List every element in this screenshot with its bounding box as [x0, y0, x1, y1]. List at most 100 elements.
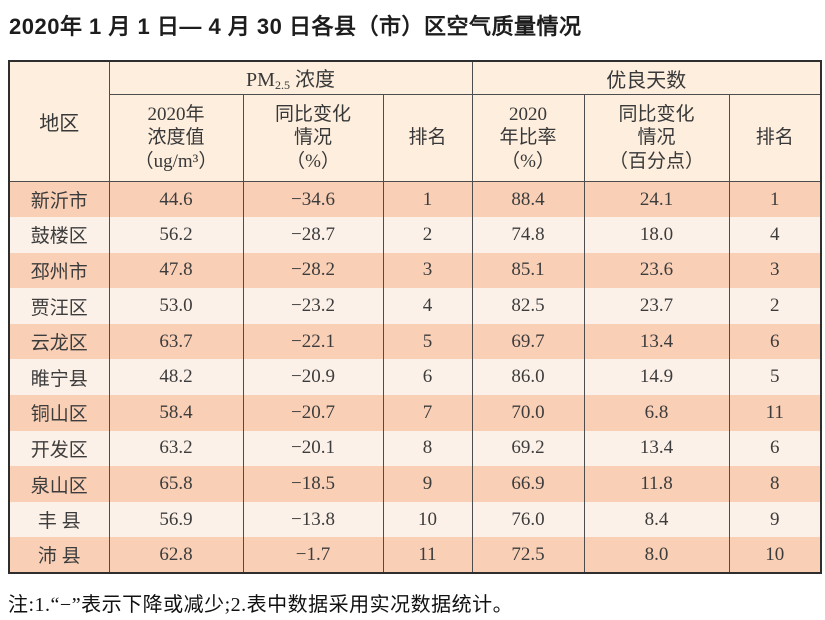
- good-change-cell: 13.4: [583, 323, 730, 360]
- region-cell: 铜山区: [8, 395, 110, 431]
- good-rank-cell: 9: [728, 501, 822, 538]
- table-header: 地区 PM2.5 浓度 优良天数 2020年 浓度值 （ug/m³） 同比变化 …: [8, 61, 822, 182]
- good-rate-cell: 69.7: [471, 323, 585, 360]
- pm-change-cell: −34.6: [242, 181, 384, 218]
- pm-value-cell: 56.9: [108, 501, 244, 538]
- good-change-cell: 24.1: [583, 181, 730, 218]
- region-cell: 开发区: [8, 430, 110, 467]
- pm-rank-cell: 4: [382, 288, 473, 324]
- pm-value-cell: 62.8: [108, 537, 244, 574]
- good-rate-cell: 69.2: [471, 430, 585, 467]
- table-row: 鼓楼区 56.2 −28.7 2 74.8 18.0 4: [8, 217, 822, 253]
- pm-rank-cell: 7: [382, 395, 473, 431]
- good-change-cell: 6.8: [583, 395, 730, 431]
- pm25-prefix: PM: [246, 69, 275, 91]
- pm-value-cell: 56.2: [108, 217, 244, 253]
- good-rate-cell: 70.0: [471, 395, 585, 431]
- pm-value-cell: 63.2: [108, 430, 244, 467]
- region-cell: 贾汪区: [8, 288, 110, 324]
- region-cell: 沛 县: [8, 537, 110, 574]
- good-change-cell: 8.4: [583, 501, 730, 538]
- pm-rank-cell: 2: [382, 217, 473, 253]
- pm-value-cell: 58.4: [108, 395, 244, 431]
- page-title: 2020年 1 月 1 日— 4 月 30 日各县（市）区空气质量情况: [9, 14, 582, 39]
- region-cell: 鼓楼区: [8, 217, 110, 253]
- table-body: 新沂市 44.6 −34.6 1 88.4 24.1 1 鼓楼区 56.2 −2…: [8, 181, 822, 574]
- good-rank-cell: 6: [728, 323, 822, 360]
- good-change-cell: 14.9: [583, 359, 730, 396]
- good-change-cell: 18.0: [583, 217, 730, 253]
- table-row: 开发区 63.2 −20.1 8 69.2 13.4 6: [8, 430, 822, 467]
- header-group-row: 地区 PM2.5 浓度 优良天数: [8, 61, 822, 182]
- good-change-cell: 11.8: [583, 466, 730, 502]
- good-rate-cell: 66.9: [471, 466, 585, 502]
- pm-value-cell: 44.6: [108, 181, 244, 218]
- table-row: 沛 县 62.8 −1.7 11 72.5 8.0 10: [8, 537, 822, 574]
- table-row: 贾汪区 53.0 −23.2 4 82.5 23.7 2: [8, 288, 822, 324]
- good-rate-cell: 74.8: [471, 217, 585, 253]
- good-rank-cell: 3: [728, 252, 822, 289]
- pm-value-cell: 48.2: [108, 359, 244, 396]
- column-header-pm-value: 2020年 浓度值 （ug/m³）: [108, 94, 244, 182]
- good-rate-cell: 72.5: [471, 537, 585, 574]
- good-change-cell: 23.6: [583, 252, 730, 289]
- good-rate-cell: 76.0: [471, 501, 585, 538]
- pm-change-cell: −1.7: [242, 537, 384, 574]
- table-row: 丰 县 56.9 −13.8 10 76.0 8.4 9: [8, 501, 822, 538]
- pm-change-cell: −28.7: [242, 217, 384, 253]
- pm-value-cell: 53.0: [108, 288, 244, 324]
- pm-value-cell: 47.8: [108, 252, 244, 289]
- column-header-good-rate: 2020 年比率 （%）: [471, 94, 585, 182]
- good-rank-cell: 5: [728, 359, 822, 396]
- column-header-pm-rank: 排名: [382, 94, 473, 182]
- good-rank-cell: 8: [728, 466, 822, 502]
- pm-rank-cell: 6: [382, 359, 473, 396]
- region-cell: 丰 县: [8, 501, 110, 538]
- pm-change-cell: −22.1: [242, 323, 384, 360]
- good-rate-cell: 86.0: [471, 359, 585, 396]
- pm-rank-cell: 5: [382, 323, 473, 360]
- column-header-good-rank: 排名: [728, 94, 822, 182]
- pm-change-cell: −20.9: [242, 359, 384, 396]
- good-change-cell: 8.0: [583, 537, 730, 574]
- region-cell: 睢宁县: [8, 359, 110, 396]
- air-quality-table: 地区 PM2.5 浓度 优良天数 2020年 浓度值 （ug/m³） 同比变化 …: [8, 60, 823, 575]
- pm-value-cell: 65.8: [108, 466, 244, 502]
- region-cell: 邳州市: [8, 252, 110, 289]
- region-cell: 泉山区: [8, 466, 110, 502]
- region-cell: 云龙区: [8, 323, 110, 360]
- pm-rank-cell: 9: [382, 466, 473, 502]
- pm25-suffix: 浓度: [289, 69, 335, 91]
- table-row: 新沂市 44.6 −34.6 1 88.4 24.1 1: [8, 181, 822, 218]
- table-row: 铜山区 58.4 −20.7 7 70.0 6.8 11: [8, 395, 822, 431]
- pm-value-cell: 63.7: [108, 323, 244, 360]
- pm-rank-cell: 10: [382, 501, 473, 538]
- pm-rank-cell: 11: [382, 537, 473, 574]
- region-cell: 新沂市: [8, 181, 110, 218]
- pm-change-cell: −13.8: [242, 501, 384, 538]
- pm25-subscript: 2.5: [274, 78, 290, 92]
- good-change-cell: 13.4: [583, 430, 730, 467]
- good-rank-cell: 6: [728, 430, 822, 467]
- pm-rank-cell: 3: [382, 252, 473, 289]
- table-row: 邳州市 47.8 −28.2 3 85.1 23.6 3: [8, 252, 822, 289]
- pm-change-cell: −20.7: [242, 395, 384, 431]
- good-rank-cell: 4: [728, 217, 822, 253]
- column-group-good-days: 优良天数: [471, 61, 822, 95]
- pm-change-cell: −20.1: [242, 430, 384, 467]
- footnote: 注:1.“−”表示下降或减少;2.表中数据采用实况数据统计。: [8, 594, 514, 616]
- pm-change-cell: −28.2: [242, 252, 384, 289]
- good-rank-cell: 11: [728, 395, 822, 431]
- column-group-pm25: PM2.5 浓度: [108, 61, 473, 95]
- table-row: 睢宁县 48.2 −20.9 6 86.0 14.9 5: [8, 359, 822, 396]
- pm-change-cell: −23.2: [242, 288, 384, 324]
- good-rank-cell: 10: [728, 537, 822, 574]
- header-sub-row: 2020年 浓度值 （ug/m³） 同比变化 情况 （%） 排名 2020 年比…: [9, 94, 822, 182]
- pm-rank-cell: 1: [382, 181, 473, 218]
- good-rate-cell: 82.5: [471, 288, 585, 324]
- table-row: 泉山区 65.8 −18.5 9 66.9 11.8 8: [8, 466, 822, 502]
- good-change-cell: 23.7: [583, 288, 730, 324]
- table-row: 云龙区 63.7 −22.1 5 69.7 13.4 6: [8, 323, 822, 360]
- column-header-region: 地区: [8, 61, 110, 182]
